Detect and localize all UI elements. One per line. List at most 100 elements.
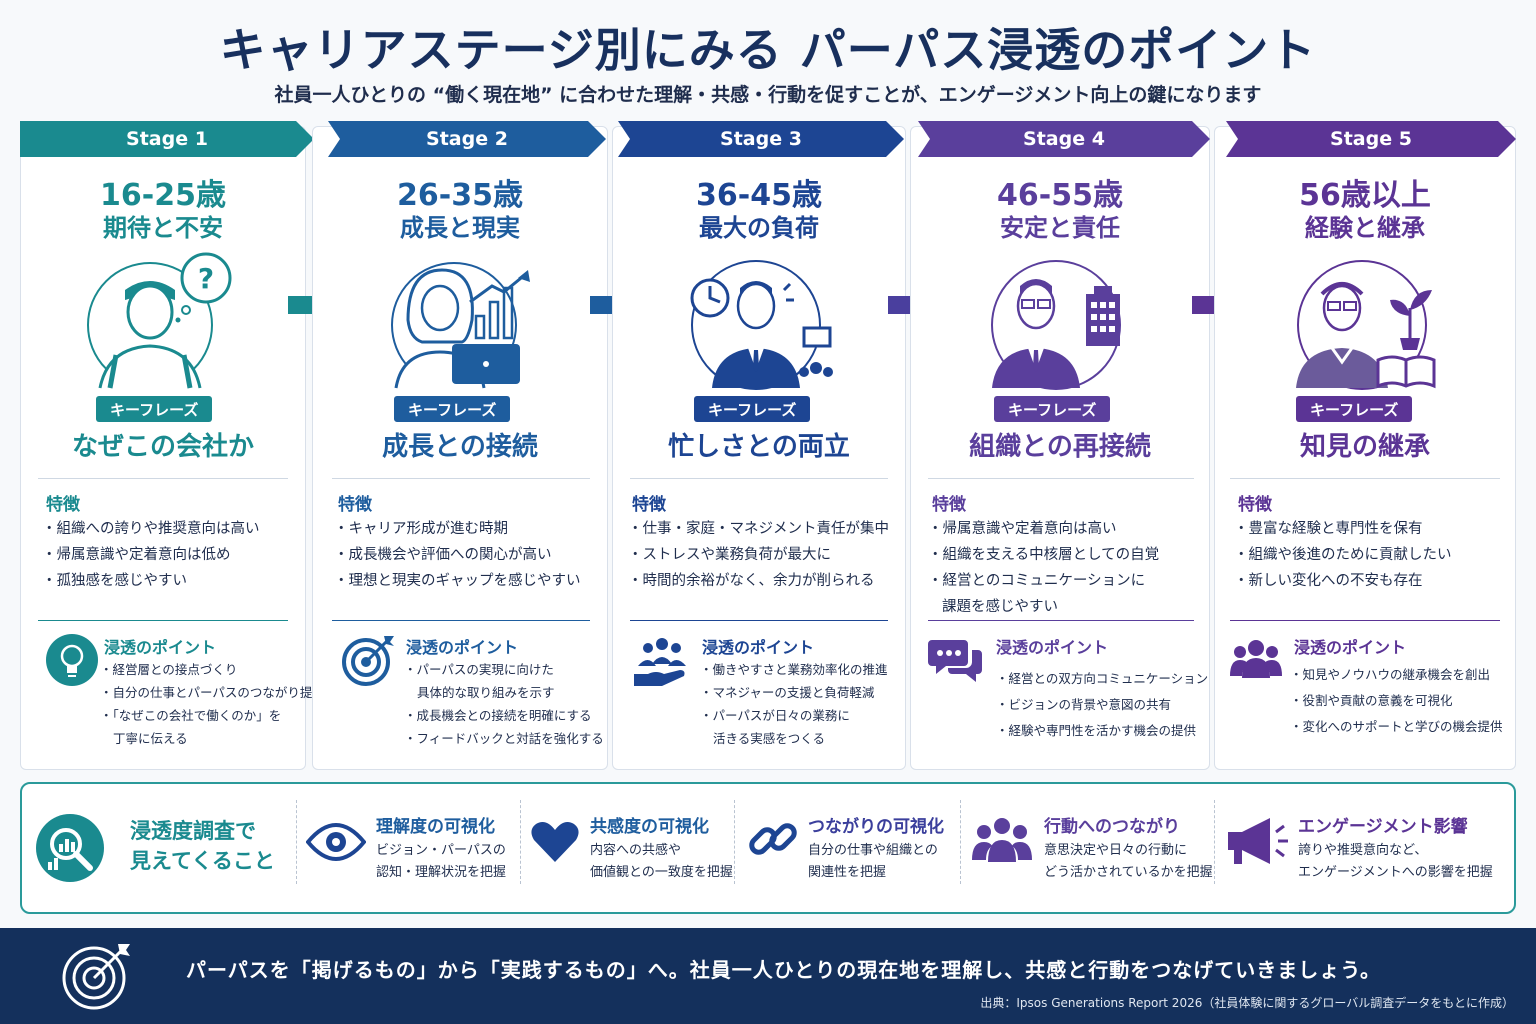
features-heading: 特徴 — [932, 495, 966, 515]
feature-item: 時間的余裕がなく、余力が削られる — [628, 568, 889, 594]
point-item: パーパスが日々の業務に — [700, 704, 888, 727]
feature-item: 帰属意識や定着意向は高い — [928, 516, 1159, 542]
feature-item: 成長機会や評価への関心が高い — [334, 542, 581, 568]
survey-item-line: エンゲージメントへの影響を把握 — [1298, 865, 1493, 880]
team-support-hand-icon — [634, 638, 686, 686]
survey-item-line: 内容への共感や — [590, 843, 682, 858]
features-list: 豊富な経験と専門性を保有 組織や後進のために貢献したい 新しい変化への不安も存在 — [1234, 516, 1452, 594]
points-heading: 浸透のポイント — [1294, 638, 1407, 657]
feature-item: 組織や後進のために貢献したい — [1234, 542, 1452, 568]
point-item: 経験や専門性を活かす機会の提供 — [996, 718, 1208, 744]
divider — [296, 800, 297, 884]
point-item: 「なぜこの会社で働くのか」を — [100, 704, 325, 727]
elder-book-plant-icon — [1296, 260, 1436, 390]
point-item: 経営との双方向コミュニケーション — [996, 666, 1209, 692]
keyphrase-badge: キーフレーズ — [394, 396, 511, 422]
feature-item: 組織を支える中核層としての自覚 — [928, 542, 1160, 568]
point-item: 経営層との接点づくり — [100, 658, 325, 681]
divider — [630, 620, 888, 621]
divider — [520, 800, 521, 884]
stage-banner-2: Stage 2 — [328, 121, 606, 157]
feature-item: ストレスや業務負荷が最大に — [628, 542, 889, 568]
survey-item-line: どう活かされているかを把握 — [1044, 865, 1213, 880]
feature-item: 帰属意識や定着意向は低め — [42, 542, 260, 568]
svg-text:?: ? — [198, 262, 214, 295]
footer-bar — [0, 928, 1536, 1024]
stage-age: 56歳以上 — [1299, 178, 1431, 213]
point-item: 具体的な取り組みを示す — [417, 685, 555, 700]
features-list: キャリア形成が進む時期 成長機会や評価への関心が高い 理想と現実のギャップを感じ… — [334, 516, 581, 594]
survey-item-line: 意思決定や日々の行動に — [1044, 843, 1188, 858]
point-item: 働きやすさと業務効率化の推進 — [700, 658, 888, 681]
divider — [38, 620, 288, 621]
point-item: 知見やノウハウの継承機会を創出 — [1290, 662, 1503, 688]
points-heading: 浸透のポイント — [996, 638, 1109, 657]
point-item: 丁寧に伝える — [113, 731, 188, 746]
feature-item: 組織への誇りや推奨意向は高い — [42, 516, 260, 542]
divider — [1230, 478, 1500, 479]
survey-item-title: 共感度の可視化 — [590, 817, 709, 837]
heart-icon — [531, 822, 579, 862]
stage-theme: 成長と現実 — [400, 214, 520, 242]
survey-item-line: 自分の仕事や組織との — [808, 843, 938, 858]
point-item: 活きる実感をつくる — [713, 731, 826, 746]
busy-manager-icon — [690, 260, 833, 390]
features-heading: 特徴 — [632, 495, 666, 515]
stage-theme: 経験と継承 — [1305, 214, 1425, 242]
survey-item-title: 行動へのつながり — [1044, 817, 1180, 837]
divider — [928, 620, 1194, 621]
young-person-question-icon: ? — [87, 252, 232, 389]
divider — [1230, 620, 1500, 621]
features-list: 組織への誇りや推奨意向は高い 帰属意識や定着意向は低め 孤独感を感じやすい — [42, 516, 260, 594]
feature-item: キャリア形成が進む時期 — [334, 516, 581, 542]
chat-bubbles-icon — [928, 640, 982, 682]
points-heading: 浸透のポイント — [104, 638, 217, 657]
keyphrase-badge: キーフレーズ — [694, 396, 811, 422]
point-item: 変化へのサポートと学びの機会提供 — [1290, 714, 1503, 740]
divider — [960, 800, 961, 884]
survey-item-text: 誇りや推奨意向など、 エンゲージメントへの影響を把握 — [1298, 840, 1493, 884]
page-subtitle: 社員一人ひとりの “働く現在地” に合わせた理解・共感・行動を促すことが、エンゲ… — [274, 84, 1262, 106]
eye-icon — [306, 823, 366, 861]
footer-source: 出典：Ipsos Generations Report 2026（社員体験に関す… — [980, 996, 1514, 1010]
group-people-icon — [1230, 640, 1282, 678]
feature-item: 理想と現実のギャップを感じやすい — [334, 568, 581, 594]
divider — [38, 478, 288, 479]
survey-item-text: 内容への共感や 価値観との一致度を把握 — [590, 840, 733, 884]
stage-theme: 最大の負荷 — [699, 214, 819, 242]
survey-item-title: 理解度の可視化 — [376, 817, 495, 837]
survey-item-line: 関連性を把握 — [808, 865, 887, 880]
keyphrase-text: 組織との再接続 — [969, 432, 1151, 462]
divider — [928, 478, 1194, 479]
point-item: マネジャーの支援と負荷軽減 — [700, 681, 888, 704]
survey-heading-line2: 見えてくること — [130, 849, 275, 873]
features-heading: 特徴 — [46, 495, 80, 515]
page-title: キャリアステージ別にみる パーパス浸透のポイント — [219, 23, 1317, 77]
points-list: 経営との双方向コミュニケーション ビジョンの背景や意図の共有 経験や専門性を活か… — [996, 666, 1209, 744]
survey-heading: 浸透度調査で 見えてくること — [130, 816, 275, 876]
target-icon — [342, 636, 394, 686]
features-list: 仕事・家庭・マネジメント責任が集中 ストレスや業務負荷が最大に 時間的余裕がなく… — [628, 516, 890, 594]
feature-item: 課題を感じやすい — [942, 599, 1058, 615]
person-laptop-growth-icon — [391, 262, 530, 389]
points-list: 知見やノウハウの継承機会を創出 役割や貢献の意義を可視化 変化へのサポートと学び… — [1290, 662, 1503, 740]
survey-item-line: 価値観との一致度を把握 — [590, 865, 733, 880]
points-heading: 浸透のポイント — [702, 638, 815, 657]
survey-item-text: ビジョン・パーパスの 認知・理解状況を把握 — [376, 840, 506, 884]
survey-item-title: つながりの可視化 — [808, 817, 944, 837]
points-list: パーパスの実現に向けた 具体的な取り組みを示す 成長機会との接続を明確にする フ… — [404, 658, 604, 750]
point-item: 自分の仕事とパーパスのつながり提示 — [100, 681, 325, 704]
point-item: フィードバックと対話を強化する — [404, 727, 604, 750]
keyphrase-text: 忙しさとの両立 — [668, 432, 850, 462]
survey-item-text: 自分の仕事や組織との 関連性を把握 — [808, 840, 938, 884]
feature-item: 豊富な経験と専門性を保有 — [1234, 516, 1452, 542]
magnifier-chart-icon — [36, 814, 104, 882]
survey-item-title: エンゲージメント影響 — [1298, 817, 1468, 837]
features-heading: 特徴 — [1238, 495, 1272, 515]
survey-item-line: 認知・理解状況を把握 — [376, 865, 507, 880]
stage-theme: 期待と不安 — [103, 214, 223, 242]
survey-item-line: ビジョン・パーパスの — [376, 843, 506, 858]
stage-age: 26-35歳 — [397, 178, 523, 213]
stage-age: 36-45歳 — [696, 178, 822, 213]
points-heading: 浸透のポイント — [406, 638, 519, 657]
